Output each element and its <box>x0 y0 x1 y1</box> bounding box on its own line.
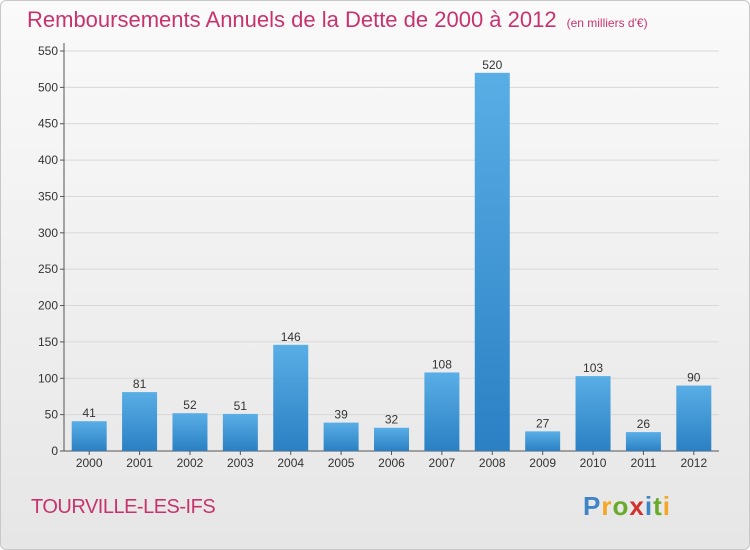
bar-2008 <box>474 72 510 452</box>
bar-value-label: 26 <box>637 417 651 431</box>
y-tick-label: 50 <box>45 408 59 422</box>
y-tick-label: 150 <box>38 335 58 349</box>
x-tick-label: 2010 <box>580 456 607 470</box>
bar-value-label: 51 <box>234 399 248 413</box>
bar-2005 <box>323 422 359 451</box>
bar-2004 <box>273 344 309 451</box>
x-tick-label: 2001 <box>126 456 153 470</box>
x-tick-label: 2004 <box>277 456 304 470</box>
bar-2003 <box>222 413 258 451</box>
y-tick-label: 450 <box>38 117 58 131</box>
bar-2009 <box>525 431 561 451</box>
y-tick-label: 400 <box>38 153 58 167</box>
logo-letter: P <box>583 491 602 521</box>
logo-letter: i <box>662 491 671 521</box>
bar-value-label: 90 <box>687 371 701 385</box>
bar-2010 <box>575 376 611 451</box>
bar-value-label: 32 <box>385 413 399 427</box>
y-tick-label: 0 <box>51 444 58 458</box>
bar-value-label: 52 <box>183 398 197 412</box>
bar-value-label: 41 <box>83 406 97 420</box>
logo-letter: i <box>644 491 654 521</box>
y-tick-label: 200 <box>38 299 58 313</box>
y-tick-label: 250 <box>38 262 58 276</box>
y-tick-label: 500 <box>38 80 58 94</box>
bar-value-label: 520 <box>482 58 502 72</box>
chart-title-text: Remboursements Annuels de la Dette de 20… <box>27 7 557 32</box>
bar-2006 <box>374 427 409 451</box>
y-tick-label: 100 <box>38 371 58 385</box>
x-tick-label: 2002 <box>177 456 204 470</box>
logo-letter: x <box>629 491 645 521</box>
x-tick-label: 2009 <box>529 456 556 470</box>
x-tick-label: 2012 <box>680 456 707 470</box>
bar-value-label: 103 <box>583 361 603 375</box>
x-tick-label: 2006 <box>378 456 405 470</box>
bar-value-label: 27 <box>536 416 550 430</box>
y-tick-label: 350 <box>38 189 58 203</box>
bar-2001 <box>122 392 158 451</box>
logo-letter: o <box>612 491 630 521</box>
bar-2007 <box>424 372 460 451</box>
bar-2002 <box>172 413 208 451</box>
proxiti-logo: Proxiti <box>583 491 671 522</box>
bar-2000 <box>71 421 107 451</box>
x-tick-label: 2007 <box>429 456 456 470</box>
x-tick-label: 2003 <box>227 456 254 470</box>
x-tick-label: 2011 <box>631 456 657 470</box>
bar-value-label: 81 <box>133 377 147 391</box>
bar-value-label: 39 <box>334 408 348 422</box>
x-tick-label: 2008 <box>479 456 506 470</box>
bar-2011 <box>625 432 661 451</box>
chart-title: Remboursements Annuels de la Dette de 20… <box>27 7 648 33</box>
y-tick-label: 550 <box>38 44 58 58</box>
bar-value-label: 146 <box>281 330 301 344</box>
chart-subtitle: (en milliers d'€) <box>566 16 648 30</box>
x-tick-label: 2000 <box>76 456 103 470</box>
y-tick-label: 300 <box>38 226 58 240</box>
x-tick-label: 2005 <box>328 456 355 470</box>
location-name: TOURVILLE-LES-IFS <box>31 496 216 518</box>
logo-letter: r <box>601 491 613 521</box>
bar-2012 <box>676 385 712 451</box>
logo-letter: t <box>653 491 663 521</box>
bar-value-label: 108 <box>432 357 452 371</box>
